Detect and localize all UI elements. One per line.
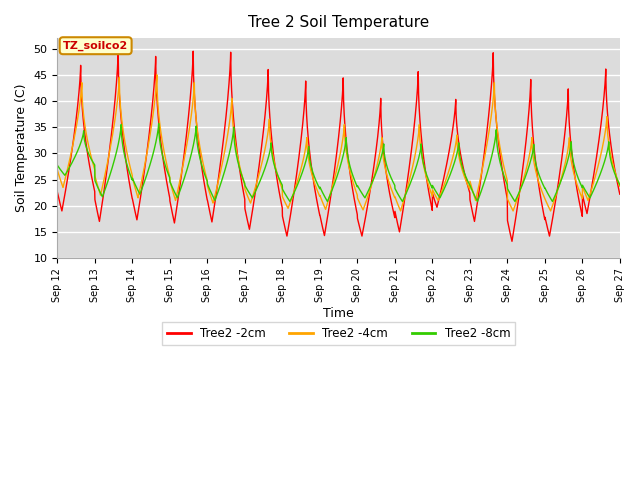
Tree2 -2cm bbox=[508, 239, 516, 244]
Tree2 -2cm bbox=[269, 150, 277, 156]
Text: TZ_soilco2: TZ_soilco2 bbox=[63, 41, 128, 51]
Tree2 -2cm bbox=[605, 128, 613, 133]
Line: Tree2 -8cm: Tree2 -8cm bbox=[58, 123, 620, 202]
Tree2 -8cm bbox=[616, 182, 623, 188]
Tree2 -8cm bbox=[269, 158, 277, 164]
Tree2 -4cm bbox=[294, 178, 301, 183]
Tree2 -4cm bbox=[54, 168, 61, 173]
Tree2 -2cm bbox=[616, 192, 623, 197]
Tree2 -2cm bbox=[151, 68, 159, 73]
Tree2 -8cm bbox=[286, 199, 294, 204]
Tree2 -2cm bbox=[118, 122, 125, 128]
Tree2 -8cm bbox=[294, 181, 301, 187]
Tree2 -2cm bbox=[545, 229, 552, 235]
Tree2 -2cm bbox=[115, 48, 122, 54]
Title: Tree 2 Soil Temperature: Tree 2 Soil Temperature bbox=[248, 15, 429, 30]
Tree2 -2cm bbox=[294, 164, 301, 170]
Line: Tree2 -2cm: Tree2 -2cm bbox=[58, 51, 620, 241]
Tree2 -8cm bbox=[54, 162, 61, 168]
Tree2 -4cm bbox=[605, 143, 613, 149]
Tree2 -4cm bbox=[151, 96, 159, 102]
Tree2 -4cm bbox=[616, 183, 623, 189]
Tree2 -8cm bbox=[118, 132, 125, 138]
Tree2 -8cm bbox=[151, 144, 159, 149]
Legend: Tree2 -2cm, Tree2 -4cm, Tree2 -8cm: Tree2 -2cm, Tree2 -4cm, Tree2 -8cm bbox=[162, 322, 515, 345]
Tree2 -4cm bbox=[397, 208, 404, 214]
Tree2 -8cm bbox=[605, 147, 613, 153]
Y-axis label: Soil Temperature (C): Soil Temperature (C) bbox=[15, 84, 28, 212]
Tree2 -4cm bbox=[269, 155, 277, 161]
Line: Tree2 -4cm: Tree2 -4cm bbox=[58, 75, 620, 211]
Tree2 -4cm bbox=[545, 204, 552, 210]
Tree2 -8cm bbox=[155, 120, 163, 126]
Tree2 -2cm bbox=[54, 190, 61, 195]
Tree2 -8cm bbox=[545, 192, 552, 198]
X-axis label: Time: Time bbox=[323, 307, 354, 320]
Tree2 -4cm bbox=[153, 72, 161, 78]
Tree2 -4cm bbox=[118, 115, 125, 121]
